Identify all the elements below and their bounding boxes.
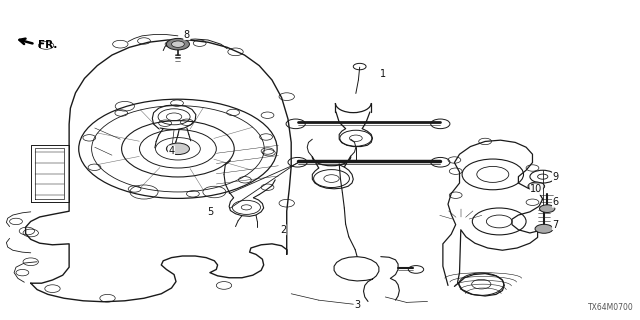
Text: 7: 7: [552, 220, 559, 230]
Text: 2: 2: [280, 225, 286, 235]
Text: TX64M0700: TX64M0700: [588, 303, 634, 312]
Text: 8: 8: [184, 29, 190, 40]
Text: 1: 1: [380, 69, 386, 79]
Text: 9: 9: [552, 172, 559, 182]
Circle shape: [166, 143, 189, 155]
Text: 5: 5: [207, 207, 213, 217]
Text: FR.: FR.: [38, 40, 58, 50]
Text: 3: 3: [354, 300, 360, 310]
Circle shape: [535, 224, 553, 233]
Text: 10: 10: [530, 184, 543, 195]
Text: 6: 6: [552, 197, 559, 207]
Circle shape: [166, 38, 189, 50]
Text: 4: 4: [168, 146, 175, 156]
Circle shape: [528, 182, 545, 190]
Circle shape: [540, 205, 555, 212]
Circle shape: [172, 41, 184, 47]
